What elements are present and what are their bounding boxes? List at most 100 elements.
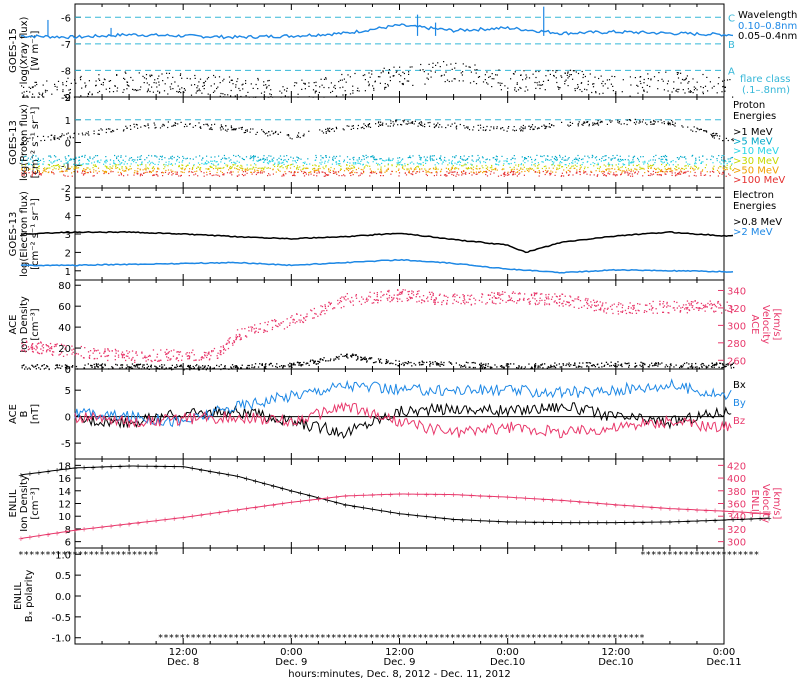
series-point-proton (676, 166, 678, 168)
series-point-proton (73, 132, 75, 135)
series-point-proton (678, 157, 680, 159)
series-point-proton (308, 130, 310, 132)
series-point-0.05-0.4nm (164, 83, 166, 85)
series-point-proton (495, 155, 497, 157)
series-point-0.05-0.4nm (716, 92, 718, 94)
series-point-ace (730, 367, 732, 369)
series-point-proton (26, 159, 28, 161)
series-point-proton (636, 173, 639, 175)
series-point-proton (716, 160, 718, 162)
series-point-proton (635, 123, 637, 125)
series-point-0.05-0.4nm (545, 75, 547, 77)
series-point-ace (530, 367, 532, 370)
series-point-0.05-0.4nm (132, 88, 134, 90)
series-point-proton (38, 169, 40, 172)
series-point-0.05-0.4nm (639, 76, 641, 78)
series-point-proton (63, 163, 65, 165)
series-point-0.05-0.4nm (158, 84, 160, 86)
series-point-ace (369, 296, 372, 298)
series-point-proton (81, 172, 83, 174)
series-point-0.05-0.4nm (214, 76, 216, 78)
series-point-proton (332, 159, 334, 161)
series-point-proton (465, 173, 467, 175)
series-point-ace (559, 295, 561, 297)
series-point-0.05-0.4nm (572, 70, 574, 72)
series-point-0.05-0.4nm (621, 91, 623, 93)
series-point-ace (612, 312, 614, 315)
series-point-proton (730, 164, 732, 166)
series-point-proton (502, 127, 504, 129)
series-point-proton (595, 170, 597, 172)
series-point-ace (726, 301, 728, 303)
series-point-proton (105, 166, 107, 168)
series-point-proton (97, 133, 99, 135)
series-point-ace (388, 289, 390, 292)
series-point-proton (170, 171, 173, 173)
series-point-0.05-0.4nm (223, 78, 225, 80)
series-point-ace (517, 293, 520, 295)
series-point-proton (123, 163, 125, 165)
series-point-ace (550, 366, 552, 368)
series-point-proton (574, 164, 576, 166)
series-point-proton (412, 155, 414, 157)
series-point-ace (529, 303, 531, 305)
series-point-proton (642, 156, 644, 158)
series-point-proton (296, 159, 299, 161)
series-point-0.05-0.4nm (330, 82, 332, 84)
series-point-ace (185, 353, 187, 355)
series-point-proton (192, 171, 194, 173)
series-point-proton (694, 168, 696, 170)
series-point-proton (387, 163, 389, 165)
series-point-proton (621, 166, 623, 168)
series-point-proton (522, 128, 524, 130)
series-point-ace (406, 297, 408, 300)
series-point-proton (37, 163, 39, 166)
series-point-ace (40, 348, 42, 350)
series-point-0.05-0.4nm (69, 92, 71, 94)
series-point-0.05-0.4nm (315, 81, 317, 83)
series-point-proton (174, 163, 176, 165)
series-point-ace (71, 366, 73, 368)
series-point-proton (355, 169, 357, 171)
series-point-proton (246, 130, 248, 132)
series-point-proton (608, 164, 610, 166)
series-point-0.05-0.4nm (147, 88, 149, 90)
series-point-ace (266, 330, 268, 333)
series-point-proton (95, 165, 97, 167)
series-point-proton (582, 124, 584, 126)
series-point-proton (553, 161, 555, 163)
series-point-proton (223, 173, 225, 175)
series-point-proton (136, 173, 138, 175)
series-point-proton (647, 162, 649, 164)
series-point-ace (270, 362, 272, 365)
series-point-proton (58, 158, 60, 161)
series-point-proton (235, 168, 238, 170)
series-point-proton (199, 164, 201, 166)
series-point-proton (722, 140, 724, 142)
series-point-ace (97, 366, 99, 368)
series-point-ace (585, 362, 588, 364)
series-point-proton (163, 168, 165, 170)
series-point-proton (43, 161, 45, 163)
series-point-proton (96, 172, 98, 174)
series-point-proton (103, 171, 105, 173)
series-point-ace (235, 334, 237, 336)
series-point-proton (424, 168, 426, 170)
series-point-0.05-0.4nm (474, 64, 476, 66)
series-point-proton (288, 171, 290, 173)
series-point-ace (598, 366, 600, 368)
series-point-proton (405, 174, 408, 176)
series-point-proton (390, 160, 392, 162)
series-point-0.05-0.4nm (488, 76, 490, 78)
series-point-proton (258, 159, 260, 161)
series-point-proton (372, 156, 374, 159)
series-point-ace (493, 295, 495, 297)
series-point-proton (420, 157, 422, 159)
series-point-proton (479, 171, 481, 173)
legend-item: >5 MeV (733, 137, 773, 148)
series-point-ace (320, 305, 322, 307)
series-point-proton (486, 125, 488, 128)
series-point-ace (494, 364, 496, 366)
series-point-ace (579, 300, 582, 302)
series-point-proton (24, 167, 26, 169)
